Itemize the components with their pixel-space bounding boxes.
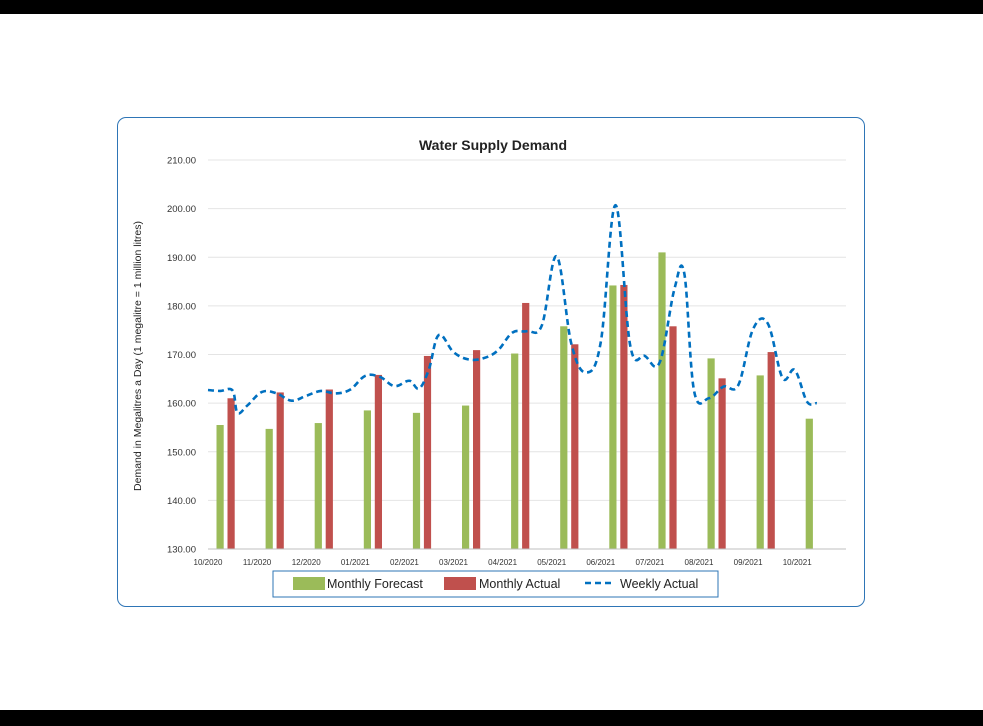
bar-monthly-forecast <box>462 405 470 549</box>
y-tick-label: 140.00 <box>167 496 196 507</box>
x-tick-label: 12/2020 <box>292 558 321 567</box>
legend-label-actual: Monthly Actual <box>479 577 560 591</box>
x-tick-label: 06/2021 <box>586 558 615 567</box>
x-tick-label: 01/2021 <box>341 558 370 567</box>
bar-monthly-actual <box>718 378 726 549</box>
bar-monthly-actual <box>276 392 284 549</box>
bar-monthly-forecast <box>609 285 617 549</box>
bar-monthly-forecast <box>511 353 519 549</box>
bar-monthly-actual <box>325 389 333 549</box>
bar-monthly-forecast <box>560 326 568 549</box>
x-tick-label: 09/2021 <box>734 558 763 567</box>
letterbox-top <box>0 0 983 14</box>
bar-monthly-actual <box>374 374 382 549</box>
bar-monthly-actual <box>767 352 775 549</box>
bar-monthly-actual <box>669 326 677 549</box>
x-tick-label: 02/2021 <box>390 558 419 567</box>
y-tick-label: 210.00 <box>167 156 196 167</box>
x-axis-ticks: 10/2020 11/2020 12/2020 01/2021 02/2021 03/20… <box>194 558 813 567</box>
y-tick-label: 200.00 <box>167 204 196 215</box>
bar-monthly-forecast <box>658 252 666 549</box>
x-tick-label: 07/2021 <box>635 558 664 567</box>
bars <box>216 252 813 549</box>
x-tick-label: 10/2020 <box>194 558 223 567</box>
bar-monthly-actual <box>227 398 235 549</box>
lines <box>207 203 818 415</box>
chart-title: Water Supply Demand <box>419 137 567 153</box>
line-weekly-actual <box>207 203 818 415</box>
y-tick-label: 160.00 <box>167 399 196 410</box>
bar-monthly-actual <box>423 355 432 549</box>
x-tick-label: 11/2020 <box>243 558 272 567</box>
legend-swatch-actual <box>444 577 476 590</box>
legend-label-weekly: Weekly Actual <box>620 577 698 591</box>
y-tick-label: 180.00 <box>167 301 196 312</box>
bar-monthly-forecast <box>363 410 371 549</box>
bar-monthly-forecast <box>265 428 273 549</box>
y-tick-label: 130.00 <box>167 545 196 556</box>
x-tick-label: 10/2021 <box>783 558 812 567</box>
y-tick-label: 190.00 <box>167 253 196 264</box>
y-tick-label: 150.00 <box>167 447 196 458</box>
bar-monthly-forecast <box>707 358 715 549</box>
legend: Monthly Forecast Monthly Actual Weekly A… <box>272 570 719 598</box>
y-axis-label: Demand in Megalitres a Day (1 megalitre … <box>132 221 144 491</box>
bar-monthly-forecast <box>216 425 224 549</box>
chart-svg: Water Supply Demand 130.00 140.00 150.00 16… <box>132 137 846 598</box>
bar-monthly-actual <box>473 350 481 549</box>
legend-swatch-forecast <box>293 577 325 590</box>
bar-monthly-forecast <box>412 412 421 549</box>
y-tick-label: 170.00 <box>167 350 196 361</box>
bar-monthly-forecast <box>805 418 813 549</box>
bar-monthly-actual <box>620 284 628 549</box>
bar-monthly-actual <box>571 344 579 549</box>
legend-box <box>272 570 719 598</box>
bar-monthly-actual <box>522 302 530 549</box>
bar-monthly-forecast <box>756 375 764 549</box>
x-tick-label: 08/2021 <box>685 558 714 567</box>
x-tick-label: 04/2021 <box>488 558 517 567</box>
letterbox-bottom <box>0 710 983 726</box>
x-tick-label: 03/2021 <box>439 558 468 567</box>
legend-label-forecast: Monthly Forecast <box>327 577 423 591</box>
y-axis-ticks: 130.00 140.00 150.00 160.00 170.00 180.00 190.… <box>167 156 196 556</box>
chart-frame: Water Supply Demand 130.00 140.00 150.00 16… <box>117 117 865 607</box>
bar-monthly-forecast <box>314 423 322 549</box>
x-tick-label: 05/2021 <box>537 558 566 567</box>
